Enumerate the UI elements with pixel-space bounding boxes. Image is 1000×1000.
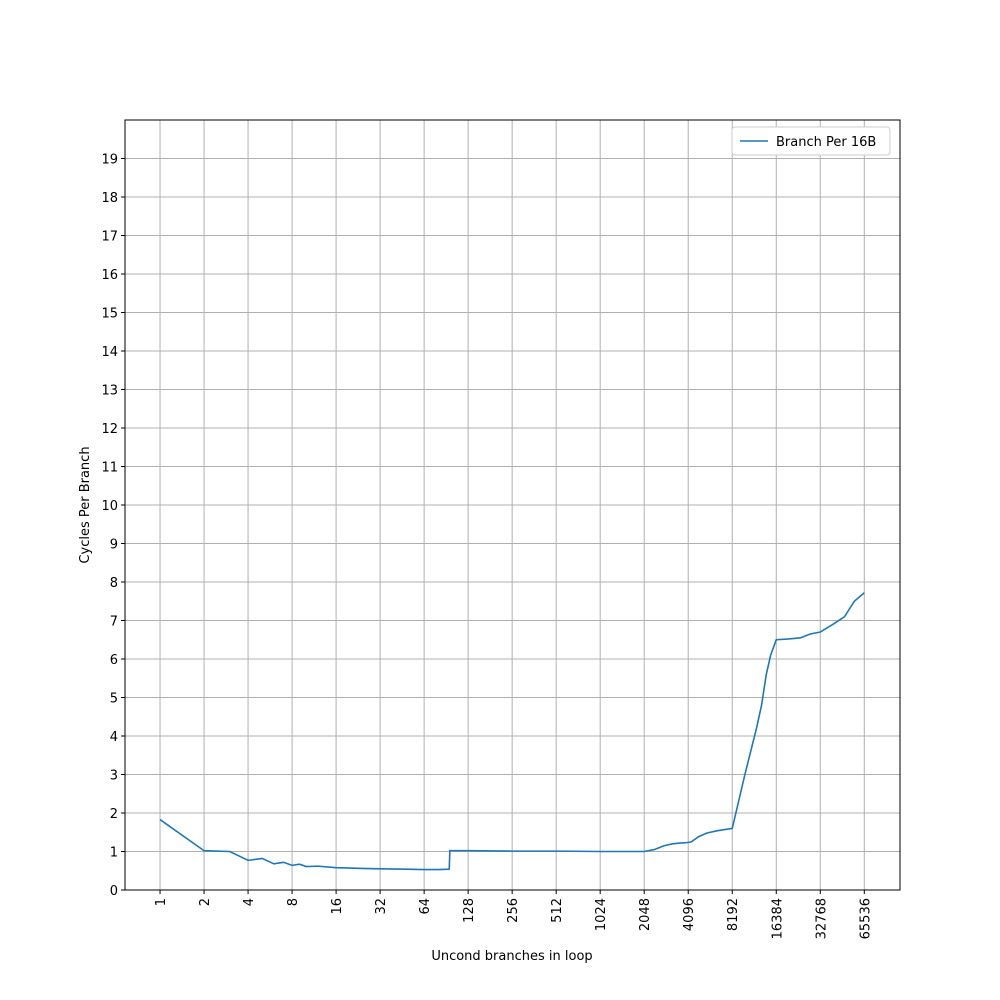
x-tick-label: 128 [462, 898, 477, 923]
y-tick-label: 19 [101, 153, 118, 168]
y-tick-label: 11 [101, 461, 118, 476]
x-tick-label: 2 [198, 898, 213, 906]
y-tick-label: 4 [110, 730, 118, 745]
y-tick-label: 2 [110, 807, 118, 822]
x-tick-label: 1024 [594, 898, 609, 931]
y-tick-label: 9 [110, 538, 118, 553]
x-tick-label: 256 [506, 898, 521, 923]
data-line [159, 592, 865, 871]
legend-box [731, 126, 891, 156]
y-tick-label: 3 [110, 769, 118, 784]
y-tick-label: 17 [101, 230, 118, 245]
y-tick-label: 15 [101, 307, 118, 322]
plot-frame [124, 119, 901, 891]
y-tick-label: 13 [101, 384, 118, 399]
x-tick-label: 32768 [814, 898, 829, 939]
x-tick-label: 8 [286, 898, 301, 906]
x-tick-label: 4096 [682, 898, 697, 931]
x-tick-label: 2048 [638, 898, 653, 931]
y-tick-label: 5 [110, 692, 118, 707]
y-tick-label: 6 [110, 653, 118, 668]
x-axis-label: Uncond branches in loop [431, 949, 592, 964]
y-tick-label: 1 [110, 846, 118, 861]
x-tick-label: 32 [374, 898, 389, 915]
y-tick-label: 7 [110, 615, 118, 630]
y-tick-label: 12 [101, 422, 118, 437]
x-tick-label: 8192 [726, 898, 741, 931]
y-tick-label: 18 [101, 191, 118, 206]
x-tick-label: 65536 [858, 898, 873, 939]
x-tick-label: 1 [154, 898, 169, 906]
x-tick-label: 16384 [770, 898, 785, 939]
legend-label: Branch Per 16B [776, 135, 876, 150]
y-tick-label: 16 [101, 268, 118, 283]
y-tick-label: 8 [110, 576, 118, 591]
y-axis-label: Cycles Per Branch [78, 446, 93, 563]
x-tick-label: 16 [330, 898, 345, 915]
x-tick-label: 512 [550, 898, 565, 923]
y-tick-label: 14 [101, 345, 118, 360]
y-tick-label: 10 [101, 499, 118, 514]
y-tick-label: 0 [110, 884, 118, 899]
legend: Branch Per 16B [731, 126, 891, 156]
x-tick-label: 4 [242, 898, 257, 906]
x-tick-label: 64 [418, 898, 433, 915]
